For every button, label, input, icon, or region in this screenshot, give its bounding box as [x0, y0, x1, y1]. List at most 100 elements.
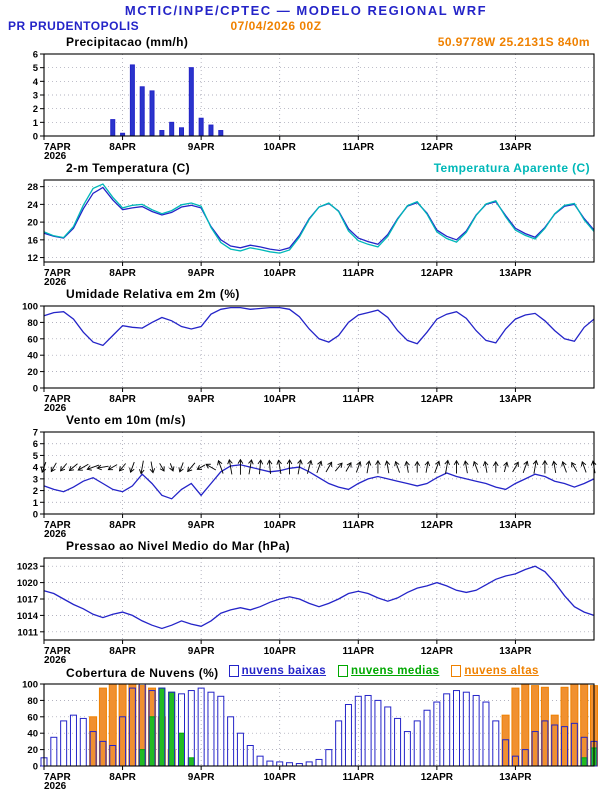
panel-precipitation: Precipitacao (mm/h) 50.9778W 25.2131S 84… [0, 35, 612, 161]
svg-text:2: 2 [33, 104, 38, 115]
svg-text:0: 0 [33, 762, 38, 773]
high-clouds-label: nuvens altas [464, 665, 539, 677]
svg-text:100: 100 [22, 302, 38, 313]
apparent-temperature-label: Temperatura Aparente (C) [433, 161, 590, 175]
low-clouds-label: nuvens baixas [241, 665, 327, 677]
humidity-title: Umidade Relativa em 2m (%) [66, 287, 240, 301]
svg-text:100: 100 [22, 680, 38, 691]
svg-text:8APR: 8APR [109, 520, 136, 531]
svg-text:9APR: 9APR [188, 520, 215, 531]
svg-text:13APR: 13APR [499, 772, 532, 783]
cloud-legend: nuvens baixas nuvens medias nuvens altas [228, 665, 539, 677]
svg-text:3: 3 [33, 91, 38, 102]
svg-text:8APR: 8APR [109, 142, 136, 153]
svg-text:0: 0 [33, 510, 38, 521]
svg-text:11APR: 11APR [342, 772, 374, 783]
svg-text:80: 80 [27, 696, 38, 707]
svg-text:13APR: 13APR [499, 646, 532, 657]
svg-text:12APR: 12APR [421, 772, 454, 783]
svg-text:7APR: 7APR [44, 646, 71, 657]
svg-text:80: 80 [27, 318, 38, 329]
svg-text:11APR: 11APR [342, 142, 374, 153]
wind-title: Vento em 10m (m/s) [66, 413, 186, 427]
svg-text:60: 60 [27, 712, 38, 723]
svg-text:7: 7 [33, 428, 38, 439]
svg-text:0: 0 [33, 384, 38, 395]
svg-text:40: 40 [27, 351, 38, 362]
svg-text:1: 1 [33, 498, 39, 509]
svg-text:9APR: 9APR [188, 772, 215, 783]
svg-text:6: 6 [33, 50, 38, 61]
svg-text:12APR: 12APR [421, 646, 454, 657]
svg-text:9APR: 9APR [188, 394, 215, 405]
svg-text:5: 5 [33, 451, 39, 462]
svg-text:2026: 2026 [44, 403, 67, 412]
mid-clouds-label: nuvens medias [351, 665, 440, 677]
svg-text:1017: 1017 [17, 595, 38, 606]
station-coordinates: 50.9778W 25.2131S 840m [437, 35, 590, 49]
svg-text:20: 20 [27, 745, 38, 756]
svg-text:10APR: 10APR [264, 394, 297, 405]
run-datetime: 07/04/2026 00Z [230, 19, 322, 33]
svg-text:4: 4 [33, 77, 39, 88]
svg-text:0: 0 [33, 132, 38, 143]
legend-low-clouds: nuvens baixas [228, 665, 327, 677]
header-row: PR PRUDENTOPOLIS 07/04/2026 00Z [0, 19, 612, 35]
svg-text:16: 16 [27, 235, 38, 246]
svg-text:8APR: 8APR [109, 394, 136, 405]
svg-text:4: 4 [33, 463, 39, 474]
svg-text:7APR: 7APR [44, 520, 71, 531]
svg-text:1020: 1020 [17, 578, 38, 589]
svg-text:12: 12 [27, 253, 38, 264]
svg-text:8APR: 8APR [109, 772, 136, 783]
svg-text:6: 6 [33, 439, 38, 450]
svg-text:12APR: 12APR [421, 520, 454, 531]
svg-text:10APR: 10APR [264, 646, 297, 657]
svg-text:9APR: 9APR [188, 646, 215, 657]
svg-text:2026: 2026 [44, 655, 67, 664]
svg-text:8APR: 8APR [109, 268, 136, 279]
svg-text:60: 60 [27, 334, 38, 345]
svg-text:10APR: 10APR [264, 142, 297, 153]
svg-text:24: 24 [27, 200, 38, 211]
svg-text:2026: 2026 [44, 277, 67, 286]
svg-text:7APR: 7APR [44, 268, 71, 279]
model-title: MCTIC/INPE/CPTEC — MODELO REGIONAL WRF [124, 3, 488, 18]
svg-text:2026: 2026 [44, 529, 67, 538]
svg-text:13APR: 13APR [499, 268, 532, 279]
pressure-title: Pressao ao Nivel Medio do Mar (hPa) [66, 539, 291, 553]
low-clouds-swatch-icon [228, 665, 239, 677]
station-name: PR PRUDENTOPOLIS [8, 19, 140, 33]
svg-text:1014: 1014 [17, 611, 39, 622]
svg-text:11APR: 11APR [342, 646, 374, 657]
panel-temperature: 2-m Temperatura (C) Temperatura Aparente… [0, 161, 612, 287]
svg-text:9APR: 9APR [188, 268, 215, 279]
legend-high-clouds: nuvens altas [451, 665, 538, 677]
svg-text:1011: 1011 [17, 627, 38, 638]
svg-text:7APR: 7APR [44, 394, 71, 405]
svg-text:10APR: 10APR [264, 772, 297, 783]
svg-text:10APR: 10APR [264, 520, 297, 531]
svg-text:12APR: 12APR [421, 142, 454, 153]
cloud-cover-title: Cobertura de Nuvens (%) [66, 666, 219, 680]
precipitation-title: Precipitacao (mm/h) [66, 35, 189, 49]
svg-text:2026: 2026 [44, 151, 67, 160]
svg-text:12APR: 12APR [421, 394, 454, 405]
legend-mid-clouds: nuvens medias [338, 665, 439, 677]
svg-text:13APR: 13APR [499, 394, 532, 405]
panel-humidity: Umidade Relativa em 2m (%) 0 20 40 60 80 100 7… [0, 287, 612, 413]
svg-text:7APR: 7APR [44, 772, 71, 783]
svg-text:9APR: 9APR [188, 142, 215, 153]
svg-text:40: 40 [27, 729, 38, 740]
temperature-title: 2-m Temperatura (C) [66, 161, 191, 175]
panel-cloud-cover: Cobertura de Nuvens (%) nuvens baixas nu… [0, 665, 612, 791]
svg-text:3: 3 [33, 474, 38, 485]
svg-text:20: 20 [27, 367, 38, 378]
svg-text:1: 1 [33, 118, 39, 129]
svg-text:10APR: 10APR [264, 268, 297, 279]
